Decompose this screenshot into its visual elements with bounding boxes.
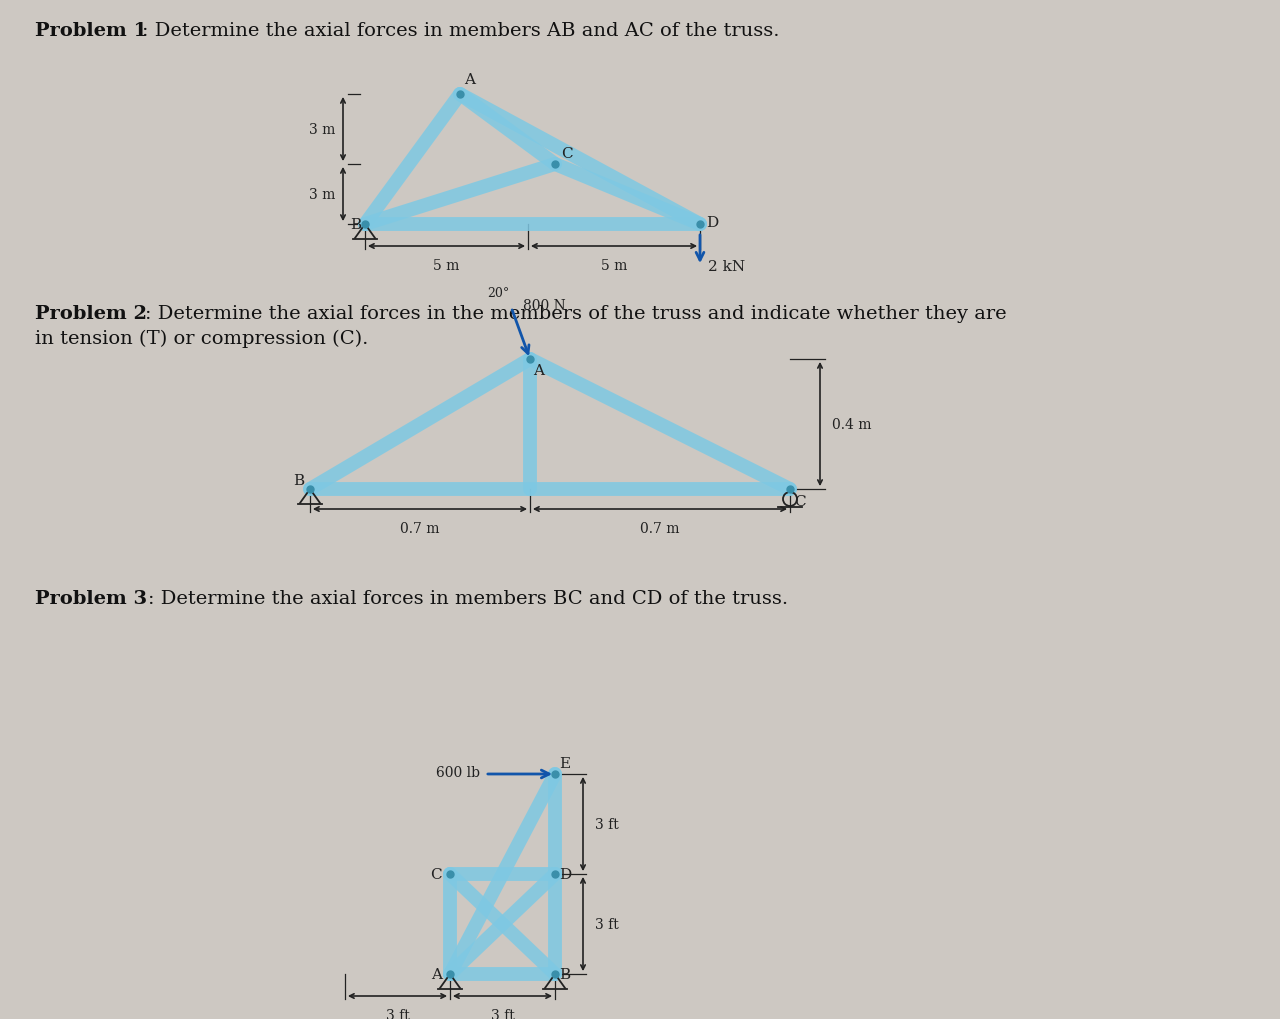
Text: 5 m: 5 m — [434, 259, 460, 273]
Text: 3 ft: 3 ft — [490, 1008, 515, 1019]
Text: 600 lb: 600 lb — [436, 765, 480, 780]
Text: A: A — [465, 73, 475, 87]
Text: C: C — [430, 867, 442, 881]
Text: 3 m: 3 m — [308, 123, 335, 137]
Text: D: D — [707, 216, 718, 229]
Text: E: E — [559, 756, 570, 770]
Text: : Determine the axial forces in members BC and CD of the truss.: : Determine the axial forces in members … — [148, 589, 788, 607]
Text: Problem 2: Problem 2 — [35, 305, 147, 323]
Text: C: C — [561, 147, 572, 161]
Text: B: B — [349, 218, 361, 231]
Text: 0.4 m: 0.4 m — [832, 418, 872, 432]
Text: D: D — [559, 867, 571, 881]
Text: A: A — [431, 967, 442, 981]
Text: 2 kN: 2 kN — [708, 260, 745, 274]
Text: B: B — [559, 967, 570, 981]
Text: 20°: 20° — [486, 287, 509, 300]
Text: C: C — [794, 494, 805, 508]
Text: 5 m: 5 m — [600, 259, 627, 273]
Text: : Determine the axial forces in members AB and AC of the truss.: : Determine the axial forces in members … — [142, 22, 780, 40]
Text: Problem 1: Problem 1 — [35, 22, 147, 40]
Text: 3 ft: 3 ft — [595, 817, 618, 832]
Text: 3 ft: 3 ft — [595, 917, 618, 931]
Text: 0.7 m: 0.7 m — [640, 522, 680, 535]
Text: in tension (T) or compression (C).: in tension (T) or compression (C). — [35, 330, 369, 347]
Text: A: A — [532, 364, 544, 378]
Text: 3 m: 3 m — [308, 187, 335, 202]
Text: B: B — [293, 474, 305, 487]
Text: 800 N: 800 N — [524, 299, 566, 313]
Text: : Determine the axial forces in the members of the truss and indicate whether th: : Determine the axial forces in the memb… — [145, 305, 1006, 323]
Text: 0.7 m: 0.7 m — [401, 522, 440, 535]
Text: 3 ft: 3 ft — [385, 1008, 410, 1019]
Text: Problem 3: Problem 3 — [35, 589, 147, 607]
